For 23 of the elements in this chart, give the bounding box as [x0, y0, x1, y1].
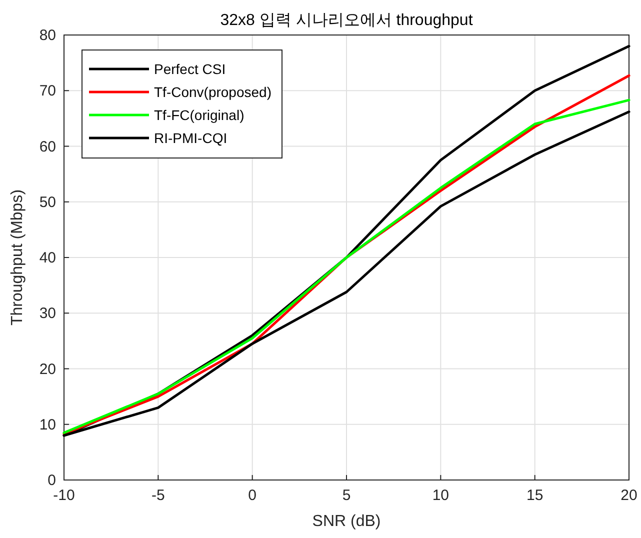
- x-tick-label: 20: [620, 487, 638, 504]
- y-tick-label: 10: [39, 416, 56, 434]
- legend-label: Tf-Conv(proposed): [154, 84, 272, 100]
- x-tick-label: 15: [526, 487, 544, 504]
- y-tick-label: 20: [39, 360, 56, 378]
- x-tick-label: 0: [248, 487, 257, 504]
- legend-label: RI-PMI-CQI: [154, 130, 228, 146]
- y-tick-label: 40: [39, 250, 56, 266]
- x-tick-label: -10: [53, 487, 75, 504]
- legend-label: Perfect CSI: [154, 61, 226, 77]
- y-tick-label: 50: [39, 194, 56, 211]
- x-tick-label: -5: [151, 487, 165, 504]
- x-axis-title: SNR (dB): [312, 513, 381, 530]
- y-tick-label: 30: [39, 305, 56, 322]
- y-tick-label: 0: [48, 472, 56, 489]
- chart-title: 32x8 입력 시나리오에서 throughput: [220, 12, 474, 29]
- x-tick-label: 5: [342, 487, 351, 504]
- x-tick-label: 10: [432, 487, 450, 504]
- y-tick-label: 80: [39, 27, 56, 44]
- y-tick-label: 70: [39, 82, 56, 100]
- legend-label: Tf-FC(original): [154, 107, 244, 123]
- y-axis-title: Throughput (Mbps): [9, 189, 26, 326]
- y-tick-label: 60: [39, 138, 56, 156]
